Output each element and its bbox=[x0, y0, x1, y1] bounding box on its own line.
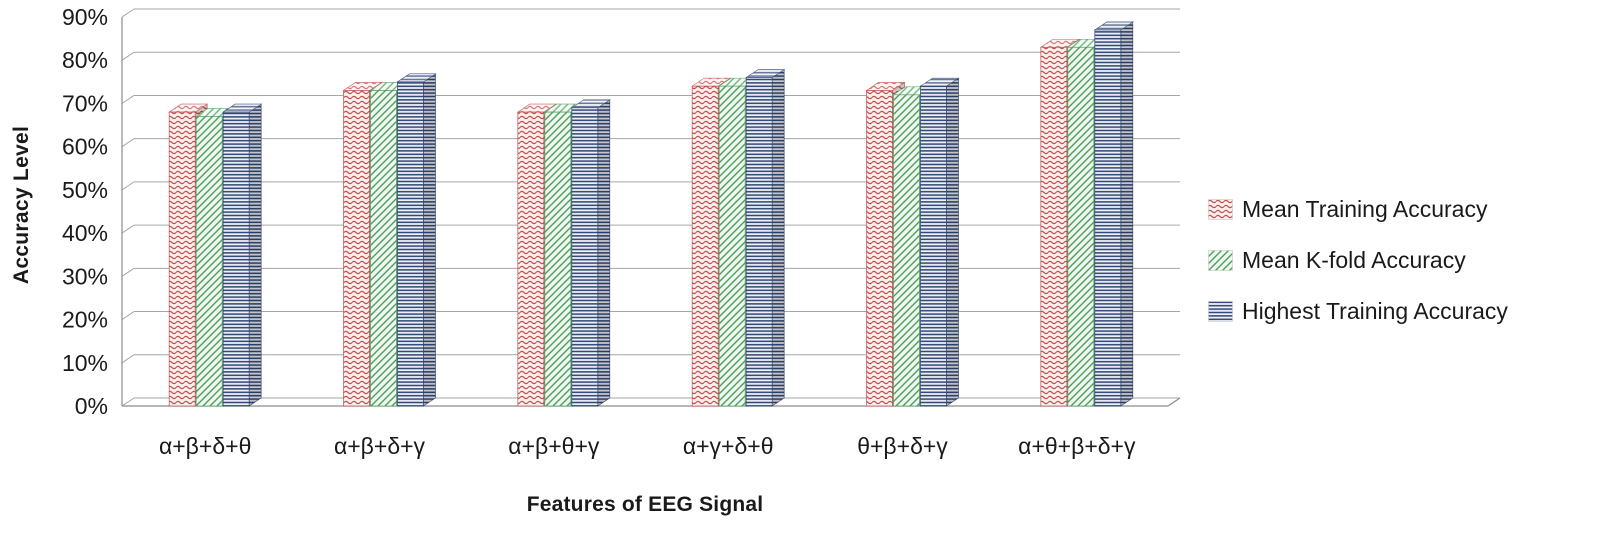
axes bbox=[121, 17, 1181, 407]
legend-label: Highest Training Accuracy bbox=[1242, 298, 1508, 324]
bar-front-face bbox=[168, 111, 196, 407]
legend-item-mean-training-accuracy: Mean Training Accuracy bbox=[1208, 196, 1508, 223]
bar-top-highlight bbox=[920, 78, 959, 87]
bar-top-highlight bbox=[397, 73, 436, 82]
bar-series2-cat0 bbox=[222, 103, 263, 407]
legend-swatch-red-weave-icon bbox=[1208, 199, 1233, 220]
gridline-connector bbox=[121, 181, 135, 191]
bar-group-5 bbox=[1039, 21, 1134, 407]
bar-front-face bbox=[1067, 46, 1095, 407]
bar-side-shade bbox=[1120, 21, 1133, 406]
y-tick-label: 90% bbox=[62, 4, 108, 30]
bar-front-face bbox=[195, 116, 223, 407]
bar-side-shade bbox=[772, 69, 785, 406]
gridline-connector bbox=[121, 95, 135, 104]
bar-group-4 bbox=[865, 77, 960, 407]
bar-group-2 bbox=[516, 99, 611, 407]
bar-front-face bbox=[745, 77, 773, 407]
bar-top-highlight bbox=[343, 82, 382, 91]
bar-front-face bbox=[544, 111, 572, 407]
y-tick-label: 0% bbox=[75, 393, 108, 419]
bar-series2-cat1 bbox=[396, 73, 437, 407]
bar-group-1 bbox=[342, 73, 437, 407]
gridline-connector bbox=[121, 311, 135, 320]
x-category-label: α+β+δ+γ bbox=[334, 433, 426, 459]
legend-label: Mean Training Accuracy bbox=[1242, 196, 1488, 222]
y-tick-label: 60% bbox=[62, 134, 108, 160]
legend-label: Mean K-fold Accuracy bbox=[1242, 247, 1466, 273]
bar-series2-cat2 bbox=[570, 99, 611, 407]
y-tick-label: 50% bbox=[62, 177, 108, 203]
y-tick-label: 10% bbox=[62, 350, 108, 376]
x-category-label: α+β+δ+θ bbox=[159, 433, 251, 459]
bar-front-face bbox=[718, 85, 746, 407]
y-tick-label: 20% bbox=[62, 307, 108, 333]
bar-series2-cat5 bbox=[1093, 21, 1134, 407]
bar-top-highlight bbox=[692, 78, 731, 87]
bar-side-shade bbox=[249, 104, 262, 406]
legend-swatch-blue-horizontal-icon bbox=[1208, 301, 1233, 322]
y-tick-label: 80% bbox=[62, 47, 108, 73]
x-category-label: θ+β+δ+γ bbox=[857, 433, 948, 459]
bar-front-face bbox=[866, 90, 893, 407]
bar-front-face bbox=[343, 90, 370, 407]
bar-top-highlight bbox=[866, 82, 905, 91]
bar-side-shade bbox=[597, 99, 610, 407]
gridline-connector bbox=[121, 138, 135, 148]
bar-front-face bbox=[571, 107, 599, 407]
legend-item-mean-kfold-accuracy: Mean K-fold Accuracy bbox=[1208, 247, 1508, 274]
y-tick-label: 30% bbox=[62, 263, 108, 289]
bar-top-highlight bbox=[1094, 21, 1133, 30]
legend-swatch-green-diagonal-icon bbox=[1208, 250, 1233, 271]
bars bbox=[168, 21, 1134, 407]
bar-top-highlight bbox=[517, 104, 556, 113]
legend-item-highest-training-accuracy: Highest Training Accuracy bbox=[1208, 298, 1508, 325]
bar-front-face bbox=[397, 81, 424, 407]
bar-series2-cat4 bbox=[919, 77, 960, 407]
gridline-connector bbox=[121, 354, 135, 364]
x-category-label: α+γ+δ+θ bbox=[683, 433, 774, 459]
bar-front-face bbox=[893, 94, 920, 407]
y-axis-title: Accuracy Level bbox=[10, 125, 33, 285]
y-tick-label: 40% bbox=[62, 220, 108, 246]
bar-front-face bbox=[1094, 29, 1122, 407]
gridline-connector bbox=[121, 224, 135, 234]
bar-group-3 bbox=[691, 68, 786, 407]
bar-side-shade bbox=[423, 73, 436, 406]
axis-labels: 0% 10% 20% 30% 40% 50% 60% 70% 80% 90% α+β+δ+θ α+β+… bbox=[62, 4, 1136, 459]
bar-front-face bbox=[1040, 46, 1068, 407]
bar-top-highlight bbox=[223, 104, 262, 113]
gridline-connector bbox=[121, 51, 135, 61]
bar-front-face bbox=[691, 85, 719, 407]
floor-right-edge bbox=[1167, 397, 1181, 407]
bar-group-0 bbox=[168, 103, 263, 407]
gridline-connector bbox=[121, 397, 135, 407]
bar-top-highlight bbox=[571, 99, 610, 108]
bar-front-face bbox=[222, 111, 250, 407]
bar-side-shade bbox=[946, 78, 959, 407]
bar-front-face bbox=[370, 90, 397, 407]
gridline-connector bbox=[121, 8, 135, 18]
y-tick-label: 70% bbox=[62, 90, 108, 116]
bar-front-face bbox=[517, 111, 545, 407]
bar-top-highlight bbox=[746, 69, 785, 78]
bar-top-highlight bbox=[1040, 39, 1079, 48]
bar-top-highlight bbox=[169, 104, 208, 113]
bar-front-face bbox=[920, 85, 947, 407]
x-axis-title: Features of EEG Signal bbox=[526, 493, 764, 516]
bar-series2-cat3 bbox=[745, 68, 786, 407]
gridlines bbox=[121, 8, 1180, 407]
x-category-label: α+β+θ+γ bbox=[508, 433, 600, 459]
x-category-label: α+θ+β+δ+γ bbox=[1018, 433, 1136, 459]
gridline-connector bbox=[121, 267, 135, 277]
legend: Mean Training Accuracy Mean K-fold Accur… bbox=[1208, 196, 1508, 325]
